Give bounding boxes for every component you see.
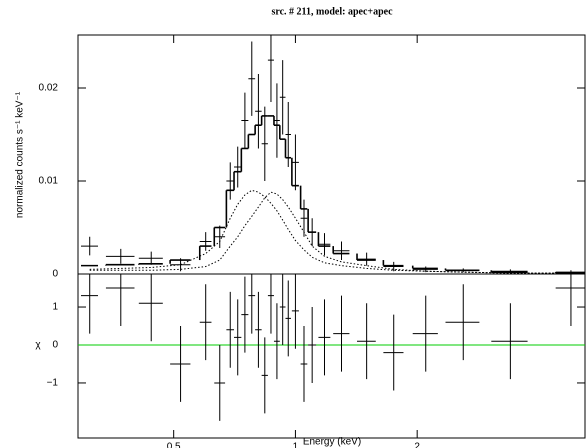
error-bar: [234, 299, 242, 376]
error-bar: [170, 326, 191, 402]
error-bar: [234, 146, 242, 188]
error-bar: [285, 101, 291, 168]
y-tick-label: 0: [52, 269, 58, 280]
error-bar: [248, 41, 256, 116]
error-bar: [273, 303, 280, 380]
error-bar: [273, 83, 280, 158]
error-bar: [412, 295, 438, 372]
plot-frame: [77, 34, 586, 275]
error-bar: [255, 291, 262, 368]
error-bar: [279, 60, 286, 135]
error-bar: [357, 303, 376, 380]
y-axis-label: χ: [35, 340, 41, 351]
error-bar: [214, 225, 226, 248]
error-bar: [333, 241, 350, 261]
error-bar: [555, 274, 585, 327]
x-tick-label: 2: [414, 442, 420, 448]
error-bar: [445, 284, 480, 361]
y-tick-label: 0.01: [39, 176, 59, 187]
error-bar: [291, 274, 299, 349]
model-component: [89, 189, 571, 274]
error-bar: [105, 248, 135, 264]
error-bar: [261, 337, 268, 414]
y-tick-label: 0.02: [39, 83, 59, 94]
error-bar: [199, 232, 212, 251]
error-bar: [241, 276, 249, 353]
y-tick-label: −1: [47, 378, 59, 389]
error-bar: [285, 280, 291, 357]
x-tick-label: 1: [293, 442, 299, 448]
error-bar: [105, 274, 135, 327]
error-bar: [300, 199, 308, 237]
error-bar: [300, 326, 308, 402]
y-axis-label: normalized counts s⁻¹ keV⁻¹: [15, 91, 26, 218]
error-bar: [267, 35, 274, 102]
x-tick-label: 0.5: [167, 442, 181, 448]
error-bar: [291, 134, 299, 191]
error-bar: [241, 92, 249, 149]
error-bar: [383, 261, 404, 272]
error-bar: [318, 299, 331, 376]
x-axis-label: Energy (keV): [303, 437, 361, 448]
error-bar: [255, 74, 262, 149]
error-bar: [199, 284, 212, 361]
error-bar: [138, 251, 163, 265]
model-component: [89, 191, 571, 274]
error-bar: [308, 307, 317, 383]
error-bar: [226, 291, 235, 368]
error-bar: [81, 274, 99, 334]
y-tick-label: 1: [52, 302, 58, 313]
error-bar: [81, 236, 99, 256]
chart-title: src. # 211, model: apec+apec: [271, 6, 393, 17]
error-bar: [333, 295, 350, 372]
error-bar: [248, 274, 256, 334]
error-bar: [226, 162, 235, 200]
error-bar: [267, 274, 274, 334]
error-bar: [357, 252, 376, 266]
plot-frame: [77, 273, 586, 439]
error-bar: [412, 266, 438, 273]
error-bar: [491, 303, 528, 380]
error-bar: [214, 344, 226, 421]
error-bar: [318, 233, 331, 256]
error-bar: [261, 106, 268, 182]
error-bar: [138, 274, 163, 342]
error-bar: [383, 314, 404, 391]
error-bar: [279, 274, 286, 345]
y-tick-label: 0: [52, 340, 58, 351]
